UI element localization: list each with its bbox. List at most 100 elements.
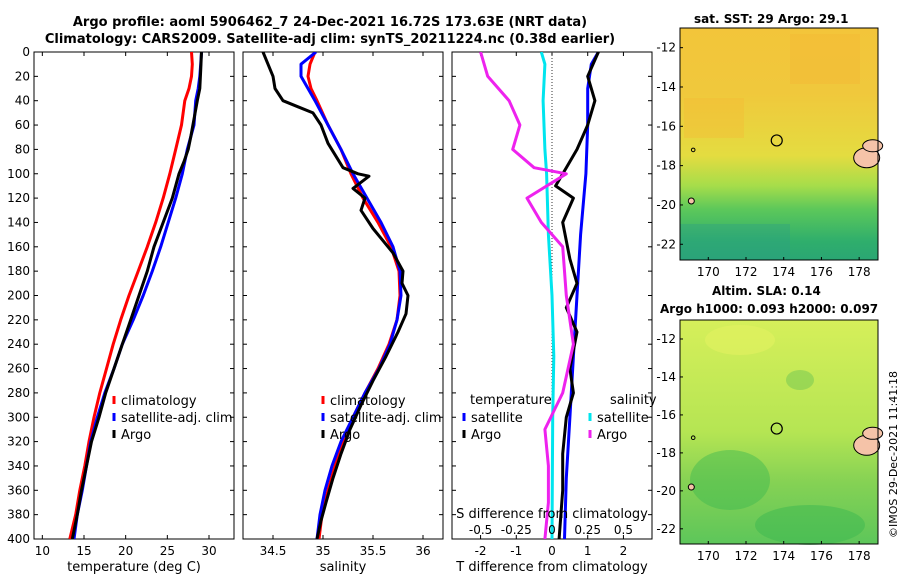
map-y-tick-label: -20 [656,198,676,212]
y-tick-label: 240 [7,337,30,351]
sla_map-float-marker [770,422,783,435]
map-x-tick-label: 172 [735,265,758,279]
map-y-tick-label: -16 [656,408,676,422]
salinity-frame [242,51,444,540]
x-tick-label: -2 [475,544,487,558]
y-tick-label: 120 [7,191,30,205]
top-tick-label: 0.5 [614,523,633,537]
sla-low-patch [755,505,865,545]
y-tick-label: 20 [15,69,30,83]
sla_map-field [680,320,878,544]
legend-entry: satellite-adj. clim [121,411,233,426]
top-tick-label: 0.25 [574,523,601,537]
legend-entry: satellite [471,411,523,426]
map-y-tick-label: -14 [656,80,676,94]
salinity-series-argo [261,52,410,539]
difference-series-group [479,52,600,539]
map-y-tick-label: -22 [656,237,676,251]
map-sla_map: -12 -14 -16 -18 -20 -22 170 172 174 176 178 [656,319,884,563]
copyright-notice-box: ©IMOS 29-Dec-2021 11:41:18 [887,371,900,538]
sst_map-frame [679,27,879,261]
x-tick-label: 35 [315,544,330,558]
plot-title-line2: Climatology: CARS2009. Satellite-adj cli… [44,32,616,47]
island-shape [687,483,695,491]
x-tick-label: 15 [76,544,91,558]
x-tick-label: 20 [118,544,133,558]
map-y-tick-label: -22 [656,522,676,536]
legend-entry: Argo [121,428,151,443]
map-x-tick-label: 176 [810,265,833,279]
sst-map-title: sat. SST: 29 Argo: 29.1 [694,12,849,26]
y-tick-label: 0 [22,45,30,59]
map-y-tick-label: -20 [656,484,676,498]
island-shape [690,147,696,153]
x-tick-label: 10 [35,544,50,558]
map-x-tick-label: 176 [810,549,833,563]
island-shape [862,139,884,153]
map-y-tick-label: -12 [656,41,676,55]
legend-entry: Argo [597,428,627,443]
y-tick-label: 60 [15,118,30,132]
y-tick-label: 100 [7,167,30,181]
top-tick-label: 0 [548,523,556,537]
x-tick-label: 25 [160,544,175,558]
panel-temperature: 0 20 40 60 80 100 120 140 160 180 200 220 240 260 280 3… [7,45,235,575]
legend-entry: climatology [330,394,406,409]
salinity-series-satellite-adj-clim [299,52,403,539]
x-tick-label: 35.5 [360,544,387,558]
sst-warm-patch [684,98,744,138]
island-shape [690,435,696,440]
y-tick-label: 360 [7,483,30,497]
map-y-tick-label: -18 [656,159,676,173]
map-x-tick-label: 170 [697,265,720,279]
y-tick-label: 180 [7,264,30,278]
legend-entry: satellite-adj. clim [330,411,442,426]
y-tick-label: 160 [7,240,30,254]
y-tick-label: 280 [7,386,30,400]
sla_map-frame [679,319,879,545]
sst-warm-patch [790,34,860,84]
panel-salinity: 34.5 35 35.5 36 salinity climatology satellite… [242,51,444,575]
sst_map-float-marker [770,134,783,147]
y-tick-label: 80 [15,142,30,156]
temperature-series-group [68,52,203,539]
map-sst_map: -12 -14 -16 -18 -20 -22 170 172 174 176 178 [656,27,884,279]
y-tick-label: 340 [7,459,30,473]
x-tick-label: 36 [415,544,430,558]
temperature-series-argo [70,52,203,539]
y-tick-label: 40 [15,94,30,108]
y-tick-label: 260 [7,362,30,376]
difference-series-salinity-satellite [539,52,556,539]
map-y-tick-label: -16 [656,119,676,133]
y-tick-label: 220 [7,313,30,327]
temperature-xlabel: temperature (deg C) [67,560,201,575]
map-x-tick-label: 170 [697,549,720,563]
plot-title-line1: Argo profile: aoml 5906462_7 24-Dec-2021… [72,15,588,30]
top-tick-label: -0.25 [501,523,532,537]
y-tick-label: 380 [7,508,30,522]
difference-xlabel: T difference from climatology [455,560,648,575]
island-shape [687,197,695,205]
y-tick-label: 320 [7,435,30,449]
temperature-frame [33,51,235,540]
salinity-series-group [261,52,410,539]
x-tick-label: 0 [548,544,556,558]
x-tick-label: 2 [620,544,628,558]
legend-entry: Argo [471,428,501,443]
map-y-tick-label: -14 [656,370,676,384]
y-tick-label: 300 [7,410,30,424]
sla-map-subtitle: Argo h1000: 0.093 h2000: 0.097 [660,302,879,316]
temperature-series-climatology [68,52,194,539]
sla-low-patch [786,370,814,390]
sst-cool-patch [680,224,790,260]
salinity-xlabel: salinity [320,560,367,575]
y-tick-label: 140 [7,215,30,229]
sla-low-patch [690,450,770,510]
legend-entry: climatology [121,394,197,409]
x-tick-label: -1 [510,544,522,558]
top-axis-label: S difference from climatology [456,507,648,522]
map-x-tick-label: 178 [848,549,871,563]
difference-series-salinity-argo [479,52,575,539]
difference-series-temperature-argo [554,52,600,539]
